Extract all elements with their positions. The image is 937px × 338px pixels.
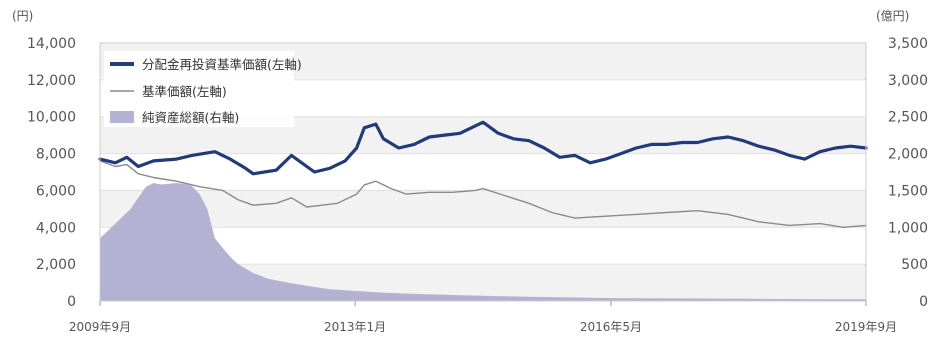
- legend-label: 分配金再投資基準価額(左軸): [142, 57, 302, 72]
- left-axis-ticks: 14,000 12,000 10,000 8,000 6,000 4,000 2,000 0: [27, 36, 76, 310]
- area-series-layer: [100, 183, 866, 301]
- legend: 分配金再投資基準価額(左軸) 基準価額(左軸) 純資産総額(右軸): [104, 51, 302, 127]
- right-tick-label: 0: [919, 294, 928, 310]
- left-tick-label: 14,000: [27, 36, 76, 52]
- plot-frame: [99, 42, 867, 302]
- left-tick-label: 10,000: [27, 110, 76, 126]
- right-tick-label: 1,500: [888, 183, 928, 199]
- x-tick-label: 2019年9月: [835, 320, 897, 334]
- right-tick-label: 3,500: [888, 36, 928, 52]
- left-tick-label: 0: [67, 294, 76, 310]
- left-tick-label: 6,000: [36, 183, 76, 199]
- x-axis-labels: 2009年9月 2013年1月 2016年5月 2019年9月: [69, 301, 897, 334]
- line-series-layer: [98, 120, 868, 228]
- plot-bands: [100, 42, 866, 302]
- reinvested-nav-line: [98, 120, 868, 176]
- legend-background: [104, 51, 294, 127]
- plot-band: [100, 190, 866, 228]
- right-tick-label: 500: [901, 257, 928, 273]
- right-axis-unit: (億円): [876, 9, 909, 23]
- x-tick-label: 2013年1月: [324, 320, 386, 334]
- legend-item-net-assets: 純資産総額(右軸): [110, 110, 239, 125]
- x-tick-label: 2016年5月: [580, 320, 642, 334]
- nav-line: [99, 160, 867, 228]
- net-assets-area: [100, 183, 866, 301]
- right-tick-label: 2,000: [888, 147, 928, 163]
- left-tick-label: 12,000: [27, 73, 76, 89]
- left-tick-label: 2,000: [36, 257, 76, 273]
- left-axis-unit: (円): [12, 9, 33, 23]
- right-axis-ticks: 3,500 3,000 2,500 2,000 1,500 1,000 500 0: [888, 36, 928, 310]
- left-tick-label: 4,000: [36, 220, 76, 236]
- x-tick-label: 2009年9月: [69, 320, 131, 334]
- legend-item-nav: 基準価額(左軸): [110, 84, 227, 99]
- left-tick-label: 8,000: [36, 147, 76, 163]
- plot-band: [100, 153, 866, 191]
- right-tick-label: 1,000: [888, 220, 928, 236]
- legend-label: 基準価額(左軸): [142, 84, 227, 99]
- legend-label: 純資産総額(右軸): [142, 110, 239, 125]
- right-tick-label: 3,000: [888, 73, 928, 89]
- legend-swatch-area: [110, 111, 134, 123]
- legend-item-reinvested-nav: 分配金再投資基準価額(左軸): [110, 57, 302, 72]
- right-tick-label: 2,500: [888, 110, 928, 126]
